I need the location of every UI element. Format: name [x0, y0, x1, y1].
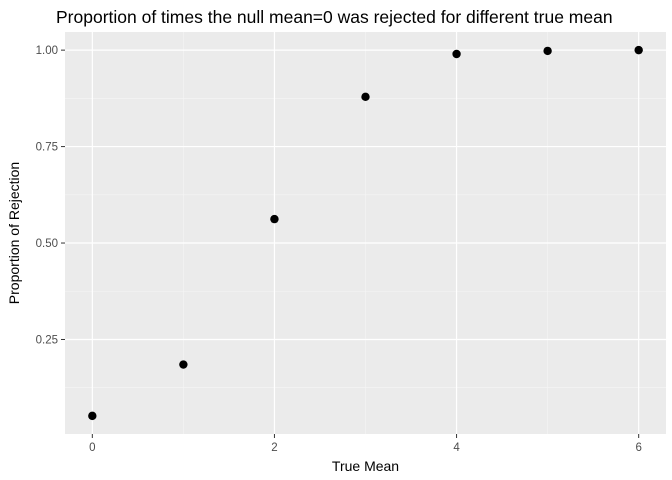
- y-tick-label: 0.75: [36, 142, 58, 154]
- x-tick-label: 0: [89, 442, 95, 454]
- x-axis-title: True Mean: [332, 458, 399, 474]
- data-point: [361, 92, 370, 102]
- data-point: [634, 45, 643, 55]
- x-tick-label: 6: [635, 442, 641, 454]
- grid-minor-lines: [65, 32, 666, 434]
- x-tick-label: 4: [453, 442, 460, 454]
- y-tick-label: 1.00: [36, 45, 58, 57]
- x-axis: 0 2 4 6: [89, 434, 642, 454]
- y-tick-label: 0.50: [36, 238, 58, 250]
- data-point: [179, 360, 188, 369]
- chart-title: Proportion of times the null mean=0 was …: [56, 7, 613, 27]
- y-tick-label: 0.25: [36, 334, 58, 346]
- grid-major-lines: [65, 32, 666, 434]
- data-point: [452, 49, 461, 59]
- y-axis: 0.25 0.50 0.75 1.00: [36, 45, 65, 346]
- data-point: [543, 46, 552, 56]
- data-points: [88, 45, 643, 421]
- x-tick-label: 2: [271, 442, 277, 454]
- y-axis-title: Proportion of Rejection: [6, 162, 22, 304]
- data-point: [270, 214, 279, 224]
- data-point: [88, 411, 97, 421]
